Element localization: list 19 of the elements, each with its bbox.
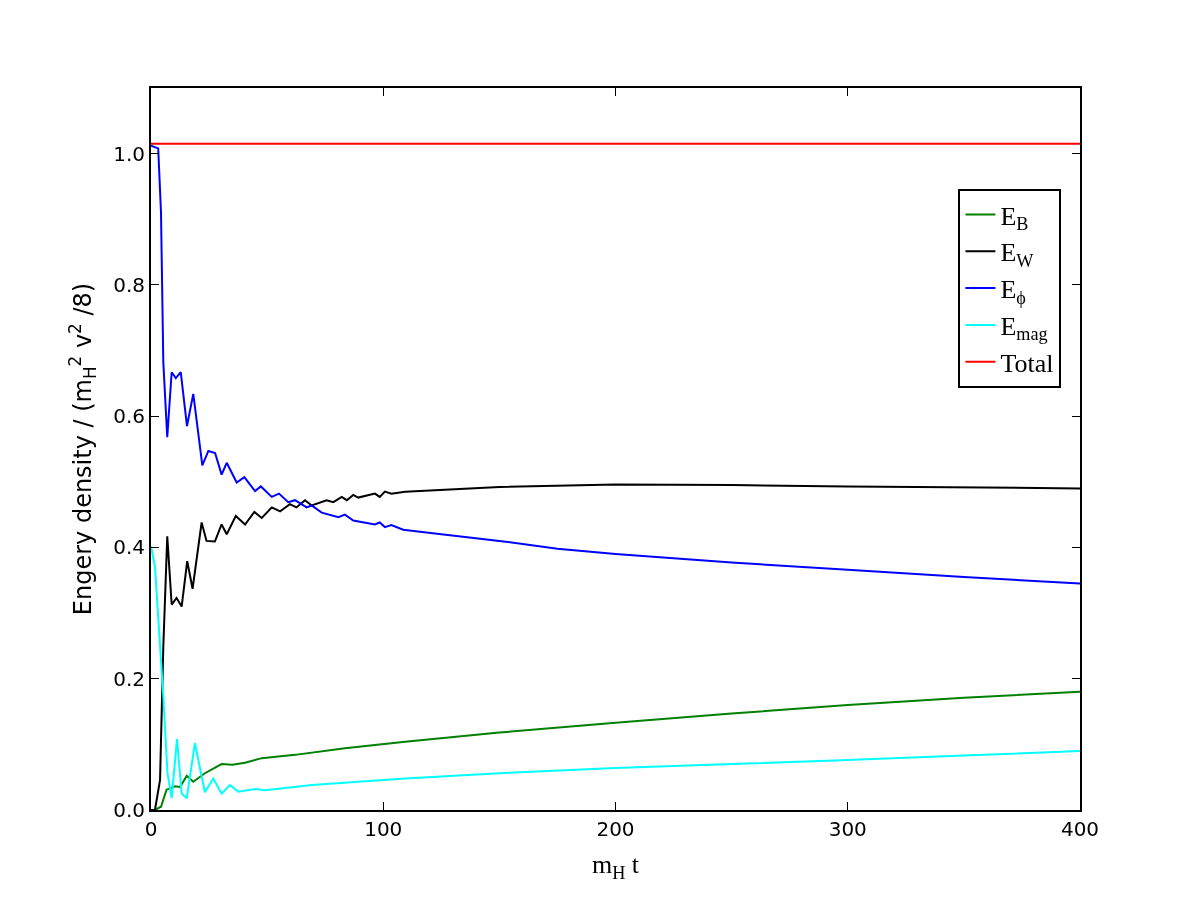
x-tick-label: 0	[144, 817, 158, 841]
legend-label: E$_{B}$	[1000, 201, 1029, 235]
y-tick-label: 1.0	[113, 141, 145, 166]
line-series	[151, 545, 1080, 800]
legend-label: E$_{mag}$	[1000, 312, 1048, 345]
y-tick-label: 0.0	[113, 798, 145, 822]
x-tick-label: 400	[1060, 817, 1100, 841]
x-tick-label: 100	[364, 817, 403, 841]
y-tick-label: 0.8	[113, 272, 145, 297]
x-axis-title: m$_{H}$ t	[591, 850, 640, 883]
y-tick-label: 0.6	[113, 404, 145, 429]
x-tick-label: 200	[596, 817, 635, 841]
legend-label: E$_{W}$	[1000, 238, 1035, 271]
y-tick-label: 0.2	[113, 666, 145, 691]
x-tick-label: 300	[828, 817, 867, 841]
line-series	[151, 144, 1080, 585]
legend-label: Total	[1000, 348, 1054, 378]
legend-label: E$_{ϕ}$	[1000, 275, 1026, 308]
y-tick-label: 0.4	[113, 535, 145, 560]
